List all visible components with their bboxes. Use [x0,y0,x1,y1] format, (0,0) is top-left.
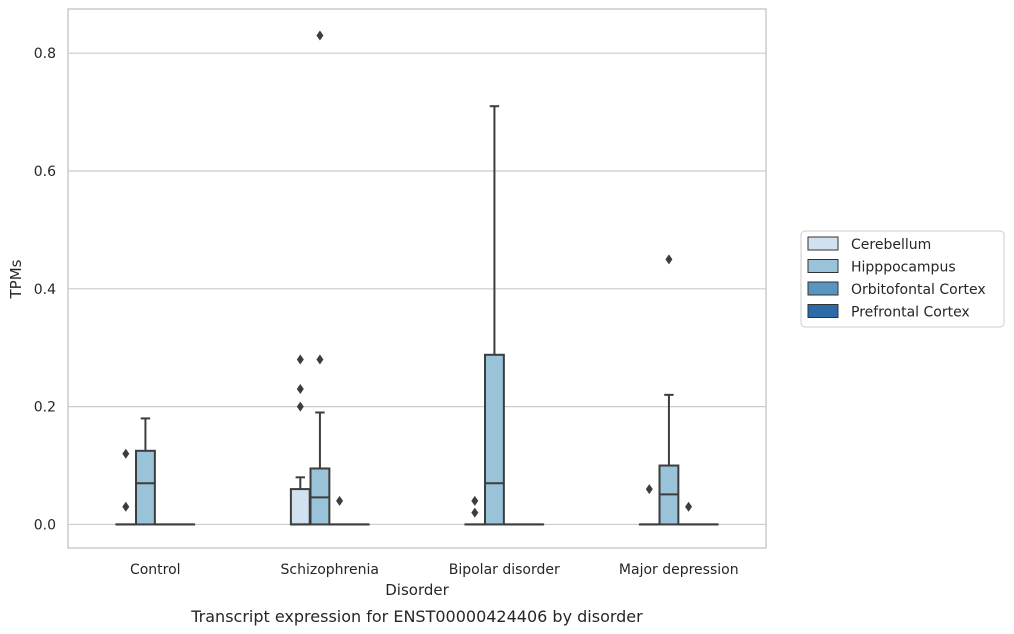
outlier-point [471,495,479,506]
box-plot [329,495,350,526]
box-plot [658,254,680,526]
legend-label: Orbitofontal Cortex [851,282,986,298]
legend-label: Hipppocampus [851,260,956,276]
legend-swatch [807,304,839,318]
box-plot [289,354,311,526]
outlier-point [665,254,673,265]
y-axis-ticks: 0.0 0.2 0.4 0.6 0.8 [34,46,56,533]
y-axis-title: TPMs [7,259,25,299]
outlier-point [471,507,479,518]
outlier-point [316,30,324,41]
legend-swatch [807,281,839,296]
y-tick-label: 0.6 [34,164,56,180]
legend-swatch [807,259,839,273]
legend-swatch [807,236,839,251]
box-plot [309,30,331,526]
plot-area [67,8,767,549]
box-plot [484,105,505,526]
outlier-point [316,354,324,365]
y-tick-label: 0.2 [34,400,56,416]
y-tick-label: 0.0 [34,517,56,533]
outlier-point [122,448,130,459]
legend-items: Cerebellum Hipppocampus Orbitofontal Corte… [807,236,986,321]
x-tick-label: Schizophrenia [281,562,379,578]
outlier-point [296,354,304,365]
box-body [289,488,311,526]
x-tick-label: Major depression [619,562,739,578]
outlier-point [685,501,693,512]
plot-background [68,9,766,548]
outlier-point [645,484,653,495]
legend-label: Prefrontal Cortex [851,305,970,321]
y-tick-label: 0.4 [34,282,56,298]
legend: Cerebellum Hipppocampus Orbitofontal Corte… [800,230,1005,328]
x-tick-label: Control [130,562,181,578]
outlier-point [296,383,304,394]
outlier-point [296,401,304,412]
outlier-point [122,501,130,512]
legend-label: Cerebellum [851,237,931,253]
legend-frame [800,230,1005,328]
box-body [135,449,156,526]
box-plots [115,30,719,526]
plot-frame [67,8,767,549]
outlier-point [336,495,344,506]
chart-caption: Transcript expression for ENST0000042440… [190,607,643,626]
x-axis-title: Disorder [385,581,449,599]
box-plot [638,484,660,526]
x-axis-ticks: Control Schizophrenia Bipolar disorder Majo… [130,562,739,578]
box-plot [135,417,156,526]
y-tick-label: 0.8 [34,46,56,62]
x-tick-label: Bipolar disorder [449,562,560,578]
box-body [484,353,505,526]
